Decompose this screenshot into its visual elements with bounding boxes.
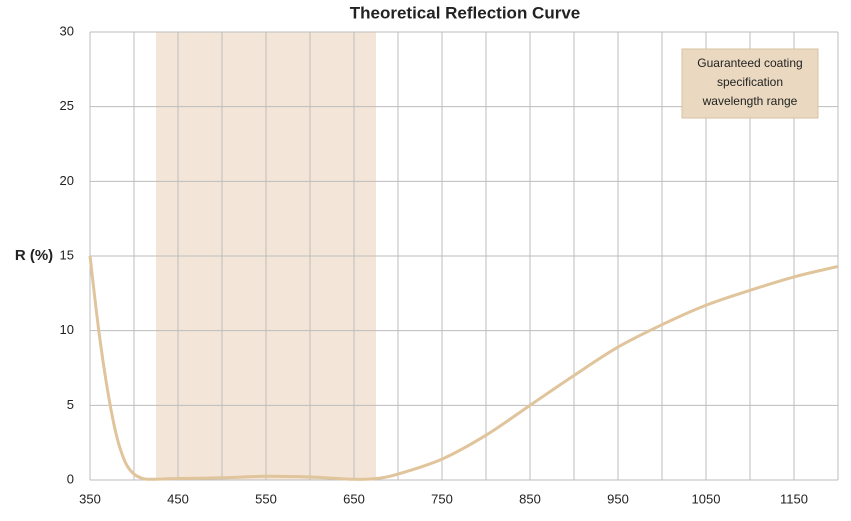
y-tick-label: 25 [60, 98, 74, 113]
y-tick-label: 20 [60, 173, 74, 188]
x-tick-label: 550 [255, 491, 277, 506]
annotation-text: wavelength range [702, 94, 798, 108]
x-tick-label: 1150 [780, 491, 808, 506]
annotation-text: specification [717, 75, 783, 89]
y-tick-label: 15 [60, 247, 74, 262]
y-tick-label: 0 [67, 471, 74, 486]
y-tick-label: 10 [60, 322, 74, 337]
y-tick-label: 30 [60, 23, 74, 38]
x-tick-label: 1050 [692, 491, 721, 506]
x-tick-label: 850 [519, 491, 541, 506]
chart-title: Theoretical Reflection Curve [350, 3, 581, 22]
x-tick-label: 450 [167, 491, 189, 506]
y-axis-label: R (%) [15, 247, 53, 264]
annotation-box [681, 48, 819, 119]
x-tick-label: 750 [431, 491, 453, 506]
x-tick-label: 950 [607, 491, 629, 506]
x-tick-label: 350 [79, 491, 101, 506]
reflection-curve [88, 255, 839, 481]
annotation-text: Guaranteed coating [697, 56, 802, 70]
x-tick-label: 650 [343, 491, 365, 506]
y-tick-label: 5 [67, 397, 74, 412]
